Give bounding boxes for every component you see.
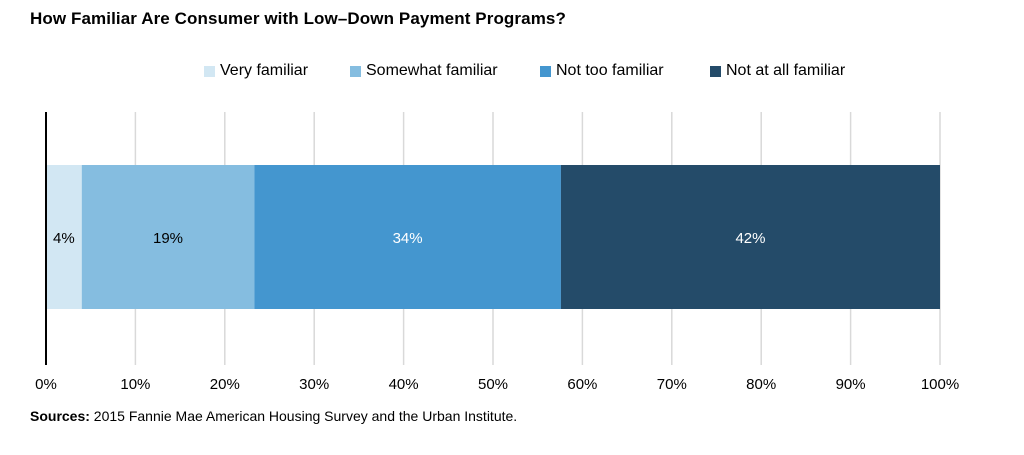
x-tick-label-30: 30% bbox=[299, 376, 329, 393]
x-tick-label-0: 0% bbox=[35, 376, 57, 393]
legend-swatch-not-too-familiar bbox=[540, 65, 551, 77]
stacked-bar-chart: 4% 19% 34% 42% 0% 10% 20% 30% 40% 50% 60% 70% 80% 90%… bbox=[35, 112, 959, 393]
legend-swatch-somewhat-familiar bbox=[350, 65, 361, 77]
bar-segment-2 bbox=[254, 165, 561, 309]
x-tick-label-20: 20% bbox=[210, 376, 240, 393]
legend-swatch-not-at-all-familiar bbox=[710, 65, 721, 77]
source-label: Sources: bbox=[30, 408, 90, 424]
x-tick-label-60: 60% bbox=[567, 376, 597, 393]
legend-swatch-very-familiar bbox=[204, 65, 215, 77]
legend-item-somewhat-familiar: Somewhat familiar bbox=[350, 61, 498, 81]
x-tick-label-50: 50% bbox=[478, 376, 508, 393]
bar-segment-1 bbox=[81, 165, 255, 309]
legend-item-very-familiar: Very familiar bbox=[204, 61, 308, 81]
x-tick-label-10: 10% bbox=[120, 376, 150, 393]
data-label-1: 19% bbox=[153, 230, 183, 247]
bar-segment-0 bbox=[46, 165, 82, 309]
source-text: 2015 Fannie Mae American Housing Survey … bbox=[89, 408, 518, 424]
x-tick-label-70: 70% bbox=[657, 376, 687, 393]
x-tick-label-90: 90% bbox=[836, 376, 866, 393]
x-tick-label-100: 100% bbox=[921, 376, 959, 393]
legend-item-not-at-all-familiar: Not at all familiar bbox=[710, 61, 845, 81]
data-label-0: 4% bbox=[53, 230, 75, 247]
legend-label-very-familiar: Very familiar bbox=[220, 62, 309, 79]
legend-item-not-too-familiar: Not too familiar bbox=[540, 61, 664, 81]
legend-label-somewhat-familiar: Somewhat familiar bbox=[366, 62, 498, 79]
bar-segment-3 bbox=[560, 165, 940, 309]
x-tick-label-80: 80% bbox=[746, 376, 776, 393]
x-tick-label-40: 40% bbox=[389, 376, 419, 393]
source-note: Sources: 2015 Fannie Mae American Housin… bbox=[30, 408, 517, 424]
chart-title: How Familiar Are Consumer with Low–Down … bbox=[30, 9, 566, 28]
data-label-3: 42% bbox=[735, 230, 765, 247]
data-label-2: 34% bbox=[393, 230, 423, 247]
chart-legend: Very familiar Somewhat familiar Not too … bbox=[0, 61, 1024, 81]
legend-label-not-at-all-familiar: Not at all familiar bbox=[726, 62, 846, 79]
legend-label-not-too-familiar: Not too familiar bbox=[556, 62, 664, 79]
